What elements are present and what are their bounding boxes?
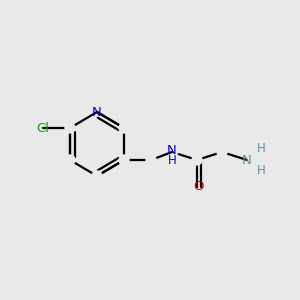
Text: H: H (168, 154, 176, 167)
Circle shape (192, 155, 202, 165)
Circle shape (119, 155, 129, 165)
Text: N: N (242, 154, 252, 166)
Circle shape (92, 171, 102, 181)
Text: N: N (92, 106, 102, 118)
Text: O: O (193, 179, 204, 193)
Circle shape (65, 155, 75, 165)
Text: Cl: Cl (37, 122, 50, 134)
Text: H: H (256, 142, 266, 154)
Circle shape (65, 123, 75, 133)
Circle shape (146, 155, 156, 165)
Circle shape (217, 147, 227, 157)
Circle shape (119, 123, 129, 133)
Text: N: N (167, 143, 177, 157)
Text: H: H (256, 164, 266, 176)
